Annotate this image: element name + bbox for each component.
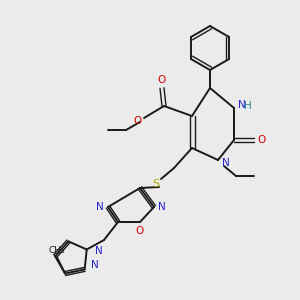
Text: N: N [222,158,230,168]
Text: N: N [91,260,98,270]
Text: H: H [244,101,252,111]
Text: O: O [158,75,166,85]
Text: N: N [96,202,104,212]
Text: CH₃: CH₃ [49,246,65,255]
Text: O: O [258,135,266,145]
Text: N: N [95,247,103,256]
Text: O: O [136,226,144,236]
Text: N: N [158,202,166,212]
Text: S: S [152,179,160,189]
Text: N: N [238,100,246,110]
Text: O: O [134,116,142,126]
